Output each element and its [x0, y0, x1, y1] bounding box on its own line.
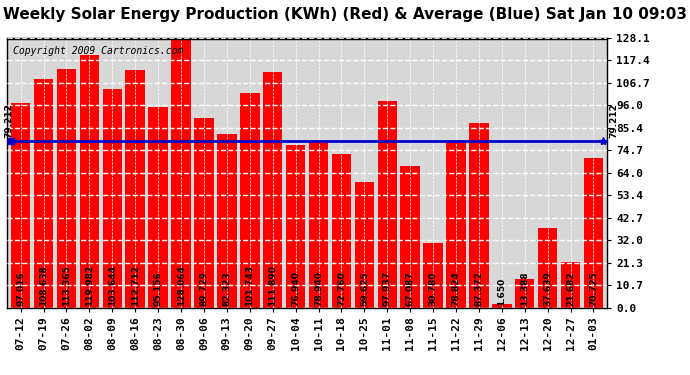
Text: 72.760: 72.760	[337, 272, 346, 306]
Text: 30.780: 30.780	[428, 272, 437, 306]
Bar	[400, 166, 420, 308]
Text: 82.323: 82.323	[222, 272, 231, 306]
Text: 13.388: 13.388	[520, 272, 529, 306]
Bar	[194, 118, 214, 308]
Text: 103.644: 103.644	[108, 266, 117, 306]
Bar	[538, 228, 558, 308]
Bar	[584, 158, 603, 308]
Bar	[469, 123, 489, 308]
Text: 108.638: 108.638	[39, 266, 48, 306]
Bar	[332, 154, 351, 308]
Bar	[424, 243, 443, 308]
Text: 76.940: 76.940	[291, 272, 300, 306]
Text: 37.639: 37.639	[543, 272, 552, 306]
Text: 95.156: 95.156	[154, 272, 163, 306]
Bar	[79, 55, 99, 308]
Text: 70.725: 70.725	[589, 272, 598, 306]
Text: 89.729: 89.729	[199, 272, 208, 306]
Text: 67.087: 67.087	[406, 272, 415, 306]
Bar	[377, 101, 397, 308]
Bar	[240, 93, 259, 308]
Text: 97.937: 97.937	[383, 272, 392, 306]
Bar	[34, 78, 53, 308]
Text: 59.625: 59.625	[359, 272, 369, 306]
Bar	[103, 89, 122, 308]
Text: 79.212: 79.212	[609, 104, 618, 138]
Bar	[286, 146, 306, 308]
Bar	[446, 141, 466, 308]
Text: 111.890: 111.890	[268, 266, 277, 306]
Text: 113.365: 113.365	[62, 266, 71, 306]
Text: Copyright 2009 Cartronics.com: Copyright 2009 Cartronics.com	[13, 46, 184, 56]
Bar	[11, 103, 30, 308]
Text: 119.982: 119.982	[85, 266, 94, 306]
Bar	[308, 141, 328, 308]
Bar	[171, 38, 190, 308]
Bar	[217, 134, 237, 308]
Bar	[148, 107, 168, 307]
Bar	[492, 304, 511, 307]
Bar	[126, 70, 145, 308]
Text: 1.650: 1.650	[497, 278, 506, 306]
Bar	[561, 262, 580, 308]
Text: 101.743: 101.743	[245, 266, 255, 306]
Bar	[57, 69, 76, 308]
Text: Weekly Solar Energy Production (KWh) (Red) & Average (Blue) Sat Jan 10 09:03: Weekly Solar Energy Production (KWh) (Re…	[3, 8, 687, 22]
Text: 87.372: 87.372	[475, 272, 484, 306]
Text: 78.940: 78.940	[314, 272, 323, 306]
Text: 97.016: 97.016	[16, 272, 25, 306]
Bar	[515, 279, 535, 308]
Bar	[355, 182, 374, 308]
Text: 21.682: 21.682	[566, 272, 575, 306]
Bar	[263, 72, 282, 308]
Text: 78.824: 78.824	[451, 272, 460, 306]
Text: 128.064: 128.064	[177, 266, 186, 306]
Text: 79.212: 79.212	[5, 104, 14, 138]
Text: 112.712: 112.712	[130, 266, 139, 306]
